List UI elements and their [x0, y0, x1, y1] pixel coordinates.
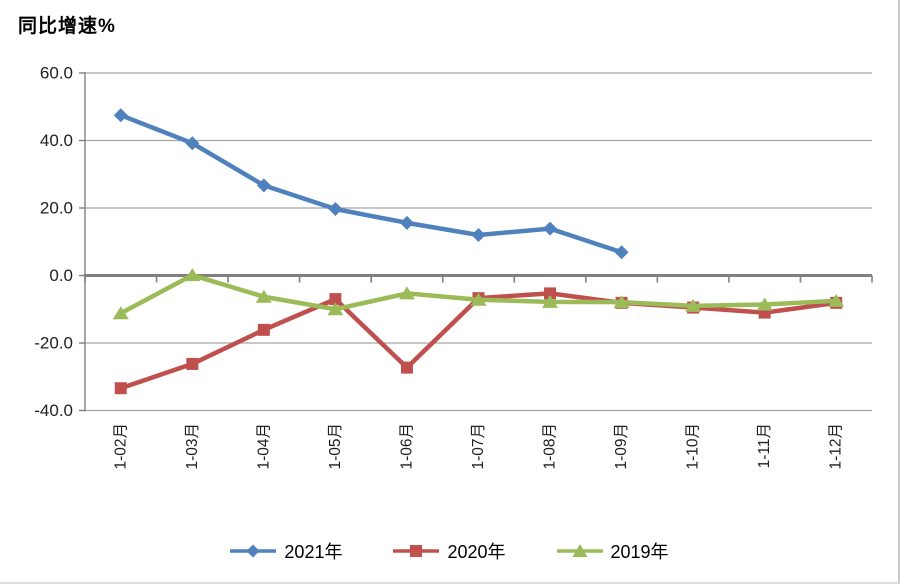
- legend-label: 2021年: [284, 542, 343, 562]
- series-marker-2021年: [614, 245, 629, 260]
- series-marker-2019年: [685, 298, 702, 312]
- series-marker-2021年: [471, 228, 486, 242]
- series-marker-2019年: [613, 295, 630, 309]
- x-tick-label: 1-03月: [184, 423, 201, 470]
- diamond-marker-icon: [246, 544, 260, 558]
- series-marker-2021年: [328, 202, 343, 217]
- legend-item-2020年: 2020年: [392, 538, 506, 564]
- legend-item-2019年: 2019年: [556, 538, 669, 564]
- y-tick-label: 40.0: [40, 131, 73, 150]
- x-tick-label: 1-11月: [756, 423, 773, 468]
- legend: 2021年 2020年 2019年: [0, 534, 898, 568]
- series-line-2020年: [118, 291, 839, 391]
- x-tick-label: 1-10月: [685, 423, 702, 470]
- series-marker-2021年: [185, 136, 200, 151]
- legend-label: 2019年: [610, 542, 669, 562]
- series-marker-2019年: [327, 302, 344, 316]
- series-marker-2021年: [113, 108, 128, 123]
- series-marker-2020年: [329, 293, 342, 306]
- legend-swatch-square-icon: [393, 545, 440, 557]
- chart-title: 同比增速%: [18, 16, 116, 37]
- y-tick-label: 60.0: [40, 64, 73, 83]
- series-marker-2019年: [184, 268, 201, 282]
- series-marker-2020年: [544, 287, 557, 300]
- series-marker-2020年: [114, 382, 127, 395]
- legend-swatch-triangle-icon: [556, 544, 603, 557]
- x-tick-label: 1-08月: [542, 423, 559, 470]
- series-marker-2019年: [470, 292, 487, 306]
- series-marker-2019年: [542, 294, 559, 308]
- legend-label: 2020年: [447, 542, 506, 562]
- y-tick-label: -40.0: [34, 401, 73, 420]
- x-tick-label: 1-12月: [828, 423, 845, 470]
- series-marker-2021年: [399, 215, 414, 230]
- x-tick-label: 1-07月: [470, 423, 487, 470]
- plot-area: 60.0 40.0 20.0 0.0 -20.0 -40.0 1-02月 1-03月 1-04月…: [34, 64, 873, 470]
- series-marker-2019年: [828, 293, 845, 307]
- series-marker-2021年: [256, 178, 271, 193]
- x-tick-label: 1-04月: [255, 423, 272, 470]
- y-tick-label: 20.0: [40, 199, 73, 218]
- y-tick-label: 0.0: [49, 266, 73, 285]
- series-marker-2020年: [257, 323, 270, 336]
- square-marker-icon: [410, 545, 423, 557]
- x-tick-label: 1-06月: [398, 423, 415, 470]
- series-marker-2019年: [255, 289, 272, 303]
- series-marker-2021年: [543, 221, 558, 236]
- x-tick-label: 1-02月: [112, 423, 129, 470]
- series-line-2021年: [118, 112, 624, 255]
- series-marker-2019年: [112, 306, 129, 320]
- series-marker-2019年: [756, 297, 773, 311]
- x-tick-label: 1-09月: [613, 423, 630, 470]
- series-marker-2020年: [186, 357, 199, 370]
- series-marker-2019年: [398, 286, 415, 300]
- series-marker-2020年: [400, 361, 413, 374]
- y-tick-label: -20.0: [34, 334, 73, 353]
- triangle-marker-icon: [572, 544, 588, 557]
- x-tick-label: 1-05月: [327, 423, 344, 470]
- legend-swatch-diamond-icon: [230, 544, 277, 558]
- legend-item-2021年: 2021年: [229, 538, 342, 564]
